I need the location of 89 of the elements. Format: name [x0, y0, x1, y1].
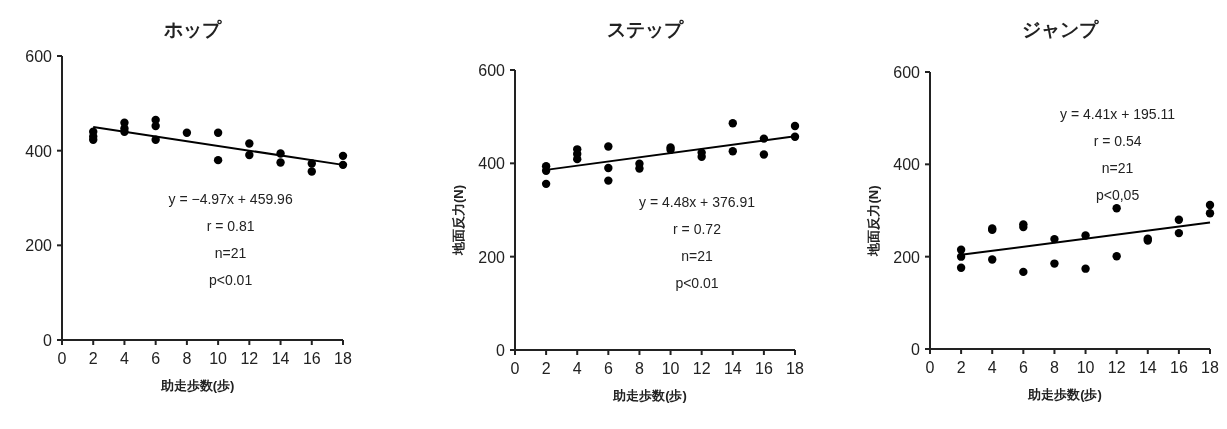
- point: [1081, 264, 1090, 273]
- x-tick-label: 10: [661, 360, 680, 377]
- annotation: y = 4.41x + 195.11: [1060, 106, 1176, 123]
- x-tick-label: 4: [572, 360, 582, 377]
- x-tick-label: 18: [786, 360, 804, 377]
- x-tick-label: 4: [987, 359, 997, 376]
- point: [276, 158, 285, 167]
- point: [956, 263, 966, 272]
- point: [759, 150, 769, 159]
- x-tick-label: 14: [723, 360, 742, 377]
- point: [151, 121, 160, 131]
- x-axis-title: 助走歩数(歩): [1027, 387, 1102, 402]
- x-tick-label: 14: [1138, 359, 1157, 376]
- x-axis-title: 助走歩数(歩): [159, 378, 235, 393]
- y-tick-label: 600: [25, 48, 53, 65]
- point: [245, 139, 254, 148]
- y-axis-title: 地面反力(N): [866, 185, 881, 257]
- annotation: n=21: [214, 244, 247, 261]
- y-tick-label: 400: [893, 156, 921, 174]
- y-tick-label: 400: [478, 155, 506, 173]
- x-tick-label: 10: [209, 350, 228, 367]
- x-tick-label: 12: [1107, 359, 1126, 376]
- x-tick-label: 18: [1201, 359, 1219, 376]
- x-axis-title: 助走歩数(歩): [612, 388, 687, 403]
- y-tick-label: 400: [25, 142, 53, 160]
- point: [1019, 267, 1028, 277]
- x-tick-label: 2: [956, 359, 966, 376]
- y-axis-title: 地面反力(N): [451, 184, 466, 257]
- point: [604, 142, 613, 151]
- y-tick-label: 600: [478, 62, 506, 79]
- point: [1112, 252, 1121, 261]
- annotation: p<0.01: [675, 275, 719, 292]
- x-tick-label: 12: [240, 350, 259, 367]
- point: [988, 255, 997, 264]
- point: [728, 119, 737, 128]
- y-tick-label: 200: [478, 248, 506, 266]
- x-tick-label: 0: [57, 350, 67, 367]
- y-tick-label: 200: [893, 248, 921, 266]
- point: [213, 128, 223, 137]
- point: [956, 245, 966, 254]
- point: [1112, 203, 1121, 213]
- point: [182, 128, 192, 137]
- point: [604, 176, 613, 185]
- annotation: r = 0.54: [1093, 133, 1142, 150]
- x-tick-label: 18: [334, 350, 352, 367]
- x-tick-label: 16: [754, 360, 773, 377]
- y-tick-label: 0: [43, 332, 53, 349]
- annotation: r = 0.81: [206, 217, 255, 234]
- point: [1174, 215, 1184, 224]
- chart-title: ジャンプ: [1022, 19, 1099, 40]
- x-tick-label: 0: [925, 359, 935, 376]
- x-tick-label: 14: [271, 350, 290, 367]
- annotation: n=21: [681, 248, 713, 265]
- x-tick-label: 16: [1169, 359, 1188, 376]
- point: [245, 150, 254, 160]
- point: [307, 167, 316, 176]
- y-tick-label: 600: [893, 64, 921, 81]
- annotation: y = −4.97x + 459.96: [168, 190, 293, 207]
- x-tick-label: 2: [541, 360, 551, 377]
- annotation: r = 0.72: [673, 221, 722, 238]
- x-tick-label: 16: [302, 350, 321, 367]
- point: [728, 147, 737, 156]
- point: [1205, 200, 1215, 210]
- point: [213, 155, 223, 165]
- x-tick-label: 8: [182, 350, 192, 367]
- point: [790, 121, 800, 131]
- point: [604, 163, 613, 173]
- x-tick-label: 4: [119, 350, 129, 367]
- annotation: p<0,05: [1095, 187, 1140, 204]
- annotation: y = 4.48x + 376.91: [639, 194, 756, 211]
- point: [1174, 228, 1184, 238]
- x-tick-label: 8: [1049, 359, 1059, 376]
- x-tick-label: 6: [603, 360, 613, 377]
- x-tick-label: 6: [1018, 359, 1028, 376]
- chart-title: ホップ: [163, 19, 222, 40]
- point: [1050, 259, 1059, 268]
- x-tick-label: 2: [88, 350, 98, 367]
- point: [1205, 209, 1215, 218]
- x-tick-label: 12: [692, 360, 711, 377]
- x-tick-label: 10: [1076, 359, 1095, 376]
- annotation: n=21: [1101, 160, 1134, 177]
- y-tick-label: 200: [25, 237, 53, 255]
- chart-title: ステップ: [607, 19, 684, 40]
- annotation: p<0.01: [208, 271, 253, 288]
- point: [541, 179, 551, 189]
- x-tick-label: 0: [510, 360, 520, 377]
- x-tick-label: 6: [151, 350, 161, 367]
- x-tick-label: 8: [634, 360, 644, 377]
- point: [338, 151, 348, 161]
